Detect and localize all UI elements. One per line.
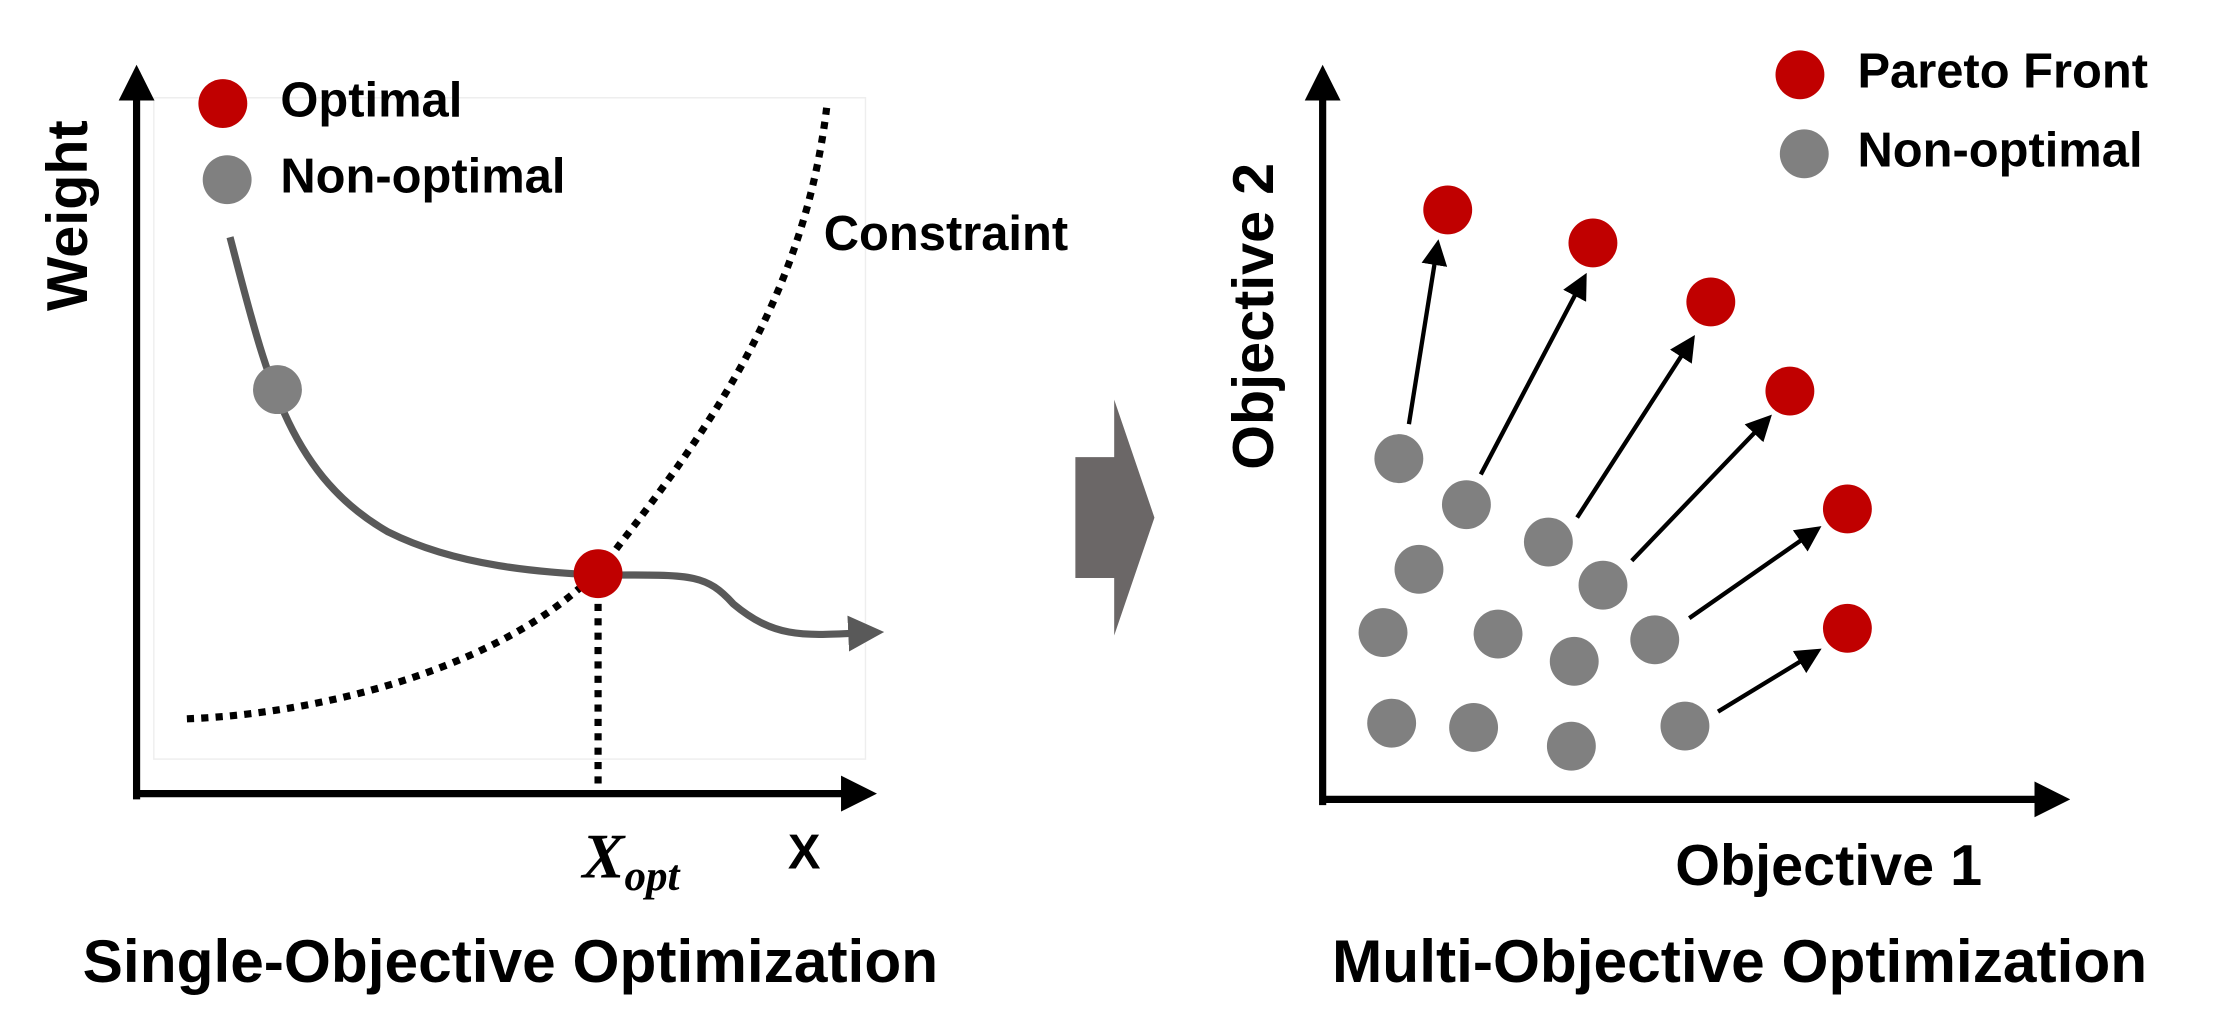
point	[1568, 218, 1618, 268]
x-marker-base: X	[580, 821, 626, 891]
point	[1523, 517, 1573, 567]
point	[1367, 698, 1417, 748]
point	[1765, 366, 1815, 416]
legend-marker	[1779, 129, 1829, 179]
legend-marker	[202, 155, 252, 205]
point	[1394, 544, 1444, 594]
arrow	[1630, 414, 1772, 563]
point	[1358, 608, 1408, 658]
point	[1423, 185, 1473, 235]
x-marker: Xopt	[580, 821, 681, 900]
point	[1449, 703, 1499, 752]
arrow	[1575, 334, 1695, 519]
panel-title: Single-Objective Optimization	[83, 927, 938, 995]
point	[1546, 721, 1596, 771]
y-axis-label: Objective 2	[1222, 163, 1286, 470]
non-optimal-point	[253, 365, 302, 415]
point	[1630, 615, 1680, 665]
point	[1374, 434, 1424, 484]
constraint-label: Constraint	[824, 207, 1068, 261]
legend-label: Non-optimal	[280, 150, 565, 204]
x-axis-label: Objective 1	[1675, 834, 1982, 898]
point	[1822, 484, 1872, 534]
x-marker-subscript: opt	[624, 853, 681, 900]
point	[1441, 480, 1491, 530]
point	[1686, 277, 1736, 327]
point	[1660, 701, 1710, 751]
arrow	[1406, 239, 1448, 425]
constraint-curve	[186, 107, 831, 723]
point	[1578, 560, 1628, 610]
legend-marker	[1775, 50, 1825, 100]
arrow	[1716, 648, 1822, 714]
objective-curve	[226, 236, 885, 652]
pareto-points	[1423, 185, 1872, 653]
arrow	[1478, 272, 1587, 476]
point	[1822, 603, 1872, 653]
legend-label: Pareto Front	[1857, 45, 2148, 99]
optimal-point	[573, 549, 623, 599]
transition-arrow	[1075, 399, 1155, 636]
non-optimal-points	[1358, 434, 1710, 771]
arrow	[1688, 526, 1822, 620]
legend-label: Non-optimal	[1857, 124, 2142, 178]
improvement-arrows	[1406, 239, 1822, 714]
point	[1549, 636, 1599, 686]
legend-marker	[198, 79, 248, 128]
x-axis-label: X	[788, 825, 821, 879]
legend-label: Optimal	[280, 73, 462, 127]
panel-title: Multi-Objective Optimization	[1332, 927, 2147, 995]
y-axis-label: Weight	[36, 120, 100, 311]
point	[1473, 609, 1523, 659]
plot-frame	[153, 97, 867, 760]
